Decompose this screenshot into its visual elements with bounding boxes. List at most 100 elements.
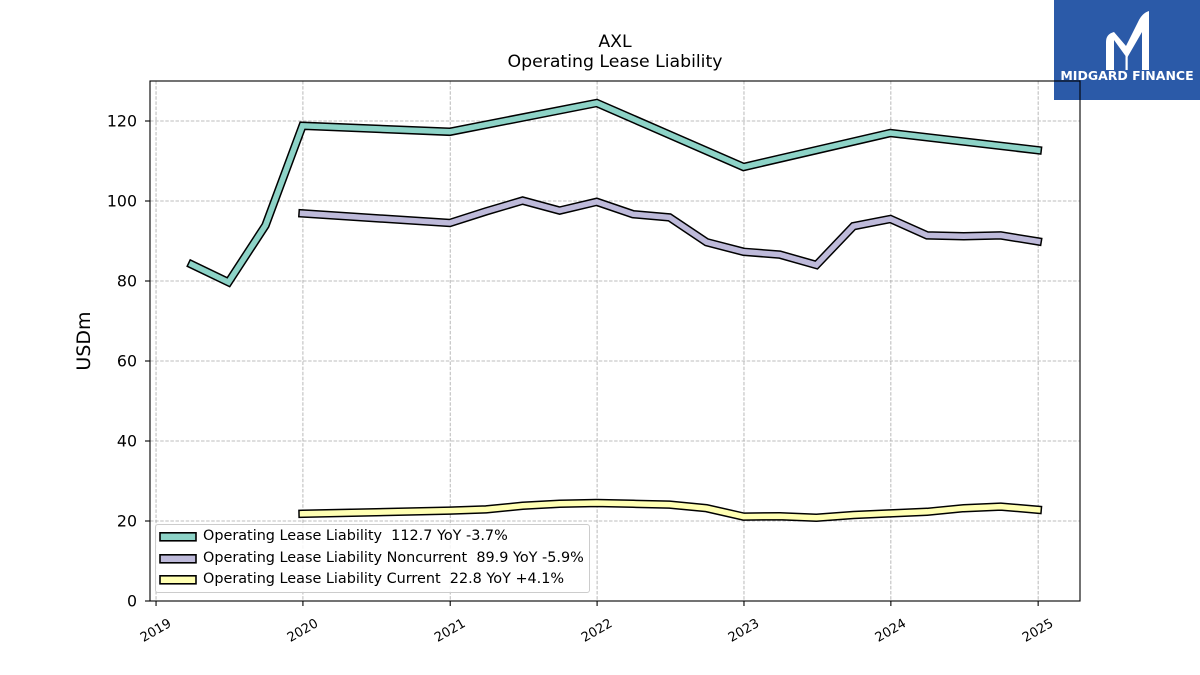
y-axis-label: USDm [73,311,95,370]
y-tick-label: 60 [117,352,137,371]
operating-lease-liability-current-point [741,514,747,520]
series-layer [186,98,1043,523]
operating-lease-liability-noncurrent-point [777,252,783,258]
operating-lease-liability-noncurrent-point [300,210,306,216]
operating-lease-liability-current-point [850,512,856,518]
operating-lease-liability-current-point [813,515,819,521]
legend-yoy-change: YoY +4.1% [486,571,565,588]
legend-item-operating-lease-liability: Operating Lease Liability 112.7 YoY -3.7… [159,526,584,548]
operating-lease-liability-noncurrent-point [667,214,673,220]
legend-latest-value: 89.9 [476,549,509,566]
operating-lease-liability-noncurrent-point [998,232,1004,238]
chart-title: AXL [598,32,632,52]
plot-frame [149,80,1081,602]
legend-label: Operating Lease Liability Noncurrent [203,549,468,566]
legend-yoy-change: YoY -5.9% [512,549,584,566]
operating-lease-liability-noncurrent-point [887,216,893,222]
brand-logo: MIDGARD FINANCE [1054,0,1200,100]
operating-lease-liability-point [300,123,306,129]
operating-lease-liability-point [887,130,893,136]
legend-swatch-fill [159,575,197,585]
logo-text: MIDGARD FINANCE [1060,68,1194,83]
operating-lease-liability-current-point [961,505,967,511]
operating-lease-liability-point [225,279,231,285]
legend-label: Operating Lease Liability Current [203,571,441,588]
operating-lease-liability-point [741,164,747,170]
operating-lease-liability-point [447,129,453,135]
x-tick-label: 2024 [873,616,909,646]
legend-swatch [159,532,197,542]
operating-lease-liability-noncurrent-point [704,239,710,245]
operating-lease-liability-current-point [924,509,930,515]
legend-latest-value: 22.8 [449,571,482,588]
operating-lease-liability-line [188,100,1041,286]
operating-lease-liability-noncurrent-point [557,208,563,214]
legend-label: Operating Lease Liability [203,528,383,545]
operating-lease-liability-noncurrent-point [850,223,856,229]
operating-lease-liability-point [594,100,600,106]
x-tick-label: 2022 [579,616,615,646]
operating-lease-liability-noncurrent-point [961,233,967,239]
operating-lease-liability-line-outline [186,98,1043,288]
x-tick-label: 2023 [726,616,762,646]
y-tick-label: 100 [107,192,137,211]
legend-item-operating-lease-liability-current: Operating Lease Liability Current 22.8 Y… [159,569,584,591]
y-tick-label: 40 [117,432,137,451]
y-tick-label: 80 [117,272,137,291]
operating-lease-liability-noncurrent-point [813,262,819,268]
x-tick-label: 2020 [285,616,321,646]
y-tick-label: 120 [107,112,137,131]
operating-lease-liability-current-point [887,510,893,516]
operating-lease-liability-current-point [704,505,710,511]
operating-lease-liability-current-point [447,508,453,514]
operating-lease-liability-current-point [300,511,306,517]
operating-lease-liability-noncurrent-point [1035,238,1041,244]
x-tick-label: 2021 [432,616,468,646]
operating-lease-liability-point [1035,147,1041,153]
legend-text: Operating Lease Liability 112.7 YoY -3.7… [203,526,508,548]
operating-lease-liability-current-point [483,506,489,512]
legend-yoy-change: YoY -3.7% [436,528,508,545]
legend: Operating Lease Liability 112.7 YoY -3.7… [155,524,590,593]
operating-lease-liability-current-point [998,504,1004,510]
legend-swatch-fill [159,553,197,564]
series-operating-lease-liability [186,98,1043,288]
operating-lease-liability-current-point [1035,507,1041,513]
operating-lease-liability-noncurrent-point [483,208,489,214]
y-axis: 0 20 40 60 80 100 120 [107,112,150,611]
operating-lease-liability-current-point [520,503,526,509]
chart-subtitle: Operating Lease Liability [507,52,723,72]
legend-text: Operating Lease Liability Noncurrent 89.… [203,548,584,570]
operating-lease-liability-noncurrent-point [520,198,526,204]
legend-latest-value: 112.7 [391,528,433,545]
series-operating-lease-liability-current [298,498,1043,523]
operating-lease-liability-current-point [594,500,600,506]
operating-lease-liability-current-point [630,501,636,507]
series-operating-lease-liability-noncurrent [298,196,1043,270]
operating-lease-liability-point [189,262,195,268]
operating-lease-liability-noncurrent-point [630,211,636,217]
legend-swatch [159,553,197,564]
x-axis: 2019 2020 2021 2022 2023 2024 2025 [138,601,1056,646]
operating-lease-liability-current-point [777,513,783,519]
legend-swatch-fill [159,532,197,542]
operating-lease-liability-noncurrent-line [299,197,1041,269]
operating-lease-liability-noncurrent-point [594,199,600,205]
legend-text: Operating Lease Liability Current 22.8 Y… [203,569,564,591]
x-tick-label: 2019 [138,616,174,646]
midgard-monogram-icon [1106,11,1149,70]
operating-lease-liability-noncurrent-point [447,220,453,226]
y-tick-label: 20 [117,512,137,531]
operating-lease-liability-current-line [299,500,1041,521]
legend-swatch [159,575,197,585]
operating-lease-liability-noncurrent-point [741,249,747,255]
y-tick-label: 0 [127,592,137,611]
operating-lease-liability-current-point [667,502,673,508]
operating-lease-liability-noncurrent-point [924,232,930,238]
x-tick-label: 2025 [1020,616,1056,646]
operating-lease-liability-current-point [557,501,563,507]
legend-item-operating-lease-liability-noncurrent: Operating Lease Liability Noncurrent 89.… [159,548,584,570]
operating-lease-liability-point [263,222,269,228]
